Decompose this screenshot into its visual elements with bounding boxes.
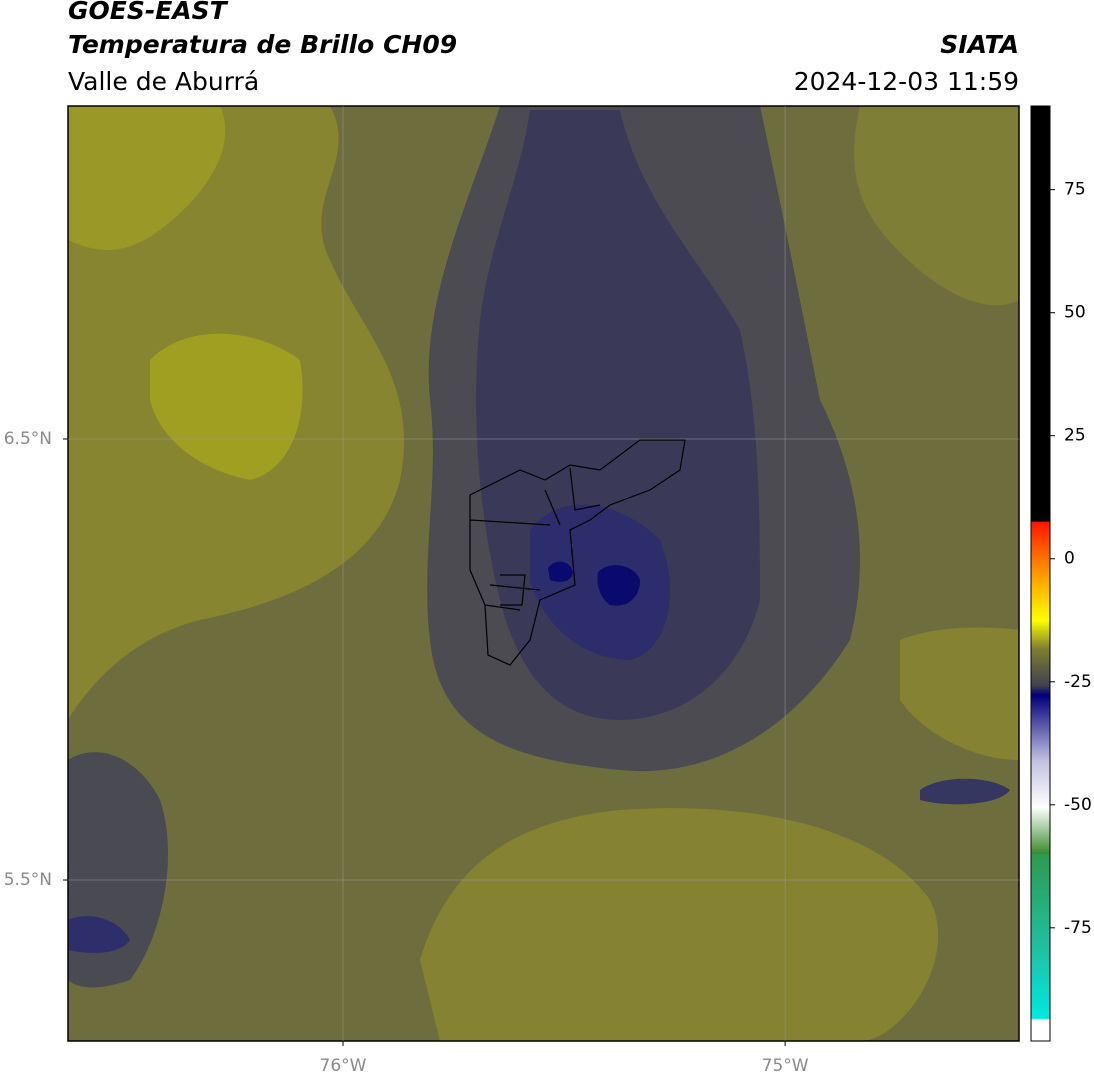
colorbar-tick-label: -25 — [1064, 672, 1092, 692]
colorbar-tick-label: 75 — [1064, 180, 1086, 200]
colorbar-tick-label: -50 — [1064, 795, 1092, 815]
valley-outline — [469, 439, 686, 666]
x-tick-label: 75°W — [762, 1056, 809, 1076]
y-tick-label: 6.5°N — [4, 429, 52, 449]
satellite-field — [68, 106, 1019, 1041]
subtitle: Temperatura de Brillo CH09 — [68, 30, 457, 59]
map-frame — [67, 105, 1020, 1042]
colorbar-tick-label: 0 — [1064, 549, 1075, 569]
colorbar-tick-label: -75 — [1064, 918, 1092, 938]
title: GOES-EAST — [68, 0, 229, 25]
region: Valle de Aburrá — [68, 67, 259, 96]
colorbar — [1030, 105, 1051, 1042]
y-tick-label: 5.5°N — [4, 870, 52, 890]
colorbar-tick-label: 25 — [1064, 426, 1086, 446]
x-tick-label: 76°W — [320, 1056, 367, 1076]
datetime: 2024-12-03 11:59 — [794, 67, 1019, 96]
colorbar-tick-label: 50 — [1064, 303, 1086, 323]
source: SIATA — [940, 30, 1019, 59]
